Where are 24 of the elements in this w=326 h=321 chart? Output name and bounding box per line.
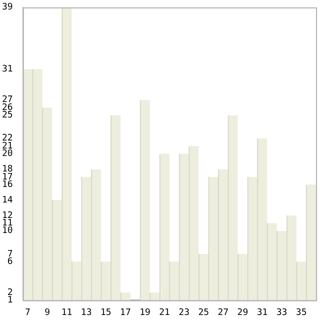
x-tick-label: 7 <box>25 308 30 318</box>
y-tick-label: 6 <box>7 257 13 268</box>
y-tick-label: 14 <box>2 195 13 206</box>
x-tick-label: 23 <box>178 308 190 318</box>
x-tick-label: 27 <box>218 308 229 318</box>
y-tick-label: 39 <box>2 2 13 13</box>
x-tick-label: 11 <box>61 308 72 318</box>
x-tick-label: 33 <box>276 308 288 318</box>
x-tick-label: 31 <box>256 308 268 318</box>
y-tick-label: 10 <box>2 226 13 236</box>
x-tick-label: 29 <box>237 308 248 318</box>
y-tick-label: 16 <box>2 180 13 190</box>
y-tick-label: 1 <box>7 296 13 306</box>
y-tick-label: 31 <box>2 64 13 74</box>
x-tick-label: 25 <box>198 308 210 318</box>
x-tick-label: 19 <box>140 308 150 318</box>
x-tick-label: 21 <box>159 308 170 318</box>
x-tick-label: 35 <box>296 308 307 318</box>
y-tick-label: 25 <box>2 110 13 121</box>
y-tick-label: 20 <box>2 149 13 160</box>
x-tick-label: 17 <box>120 308 131 318</box>
x-tick-label: 9 <box>44 308 50 318</box>
x-tick-label: 13 <box>80 308 92 318</box>
x-tick-label: 15 <box>100 308 112 318</box>
